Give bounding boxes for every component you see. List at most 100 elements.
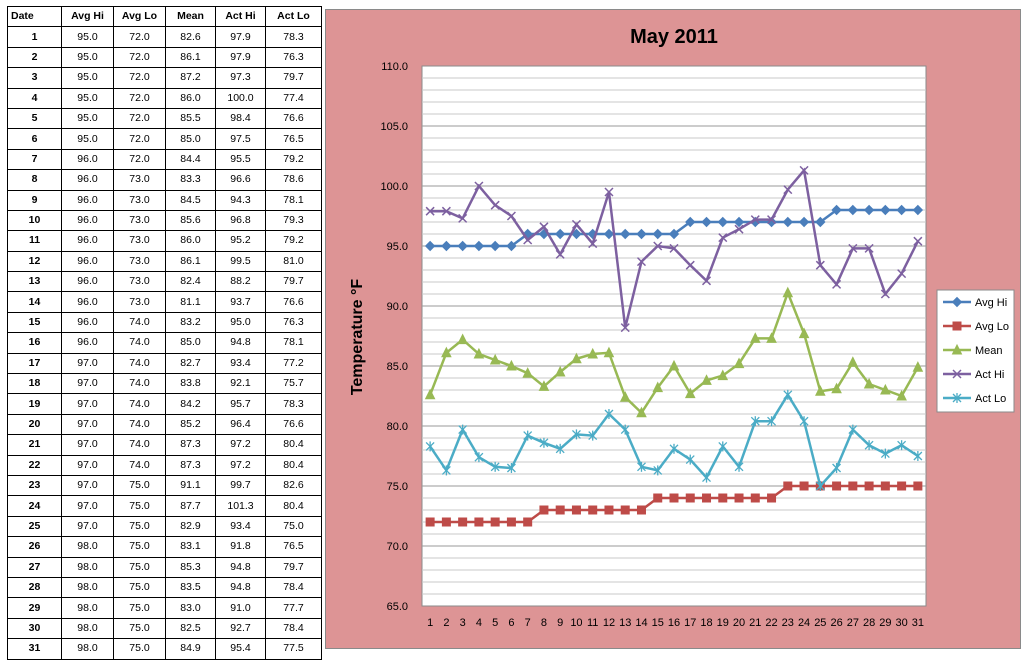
- data-point-mean: [441, 346, 452, 358]
- data-point-act-hi: [718, 233, 728, 243]
- data-point-mean: [619, 391, 631, 402]
- cell-avg-hi: 98.0: [61, 617, 114, 640]
- y-tick-label: 105.0: [380, 121, 408, 133]
- cell-date: 20: [7, 413, 62, 436]
- cell-avg-lo: 74.0: [113, 373, 166, 395]
- y-tick-label: 95.0: [387, 241, 408, 253]
- cell-date: 16: [7, 332, 62, 354]
- cell-act-lo: 76.3: [265, 46, 322, 69]
- x-tick-label: 7: [525, 617, 531, 629]
- cell-date: 19: [7, 393, 62, 415]
- data-point-avg-lo: [474, 517, 484, 527]
- cell-act-lo: 79.3: [265, 209, 322, 232]
- chart-title: May 2011: [630, 26, 718, 48]
- cell-mean: 85.6: [165, 209, 216, 232]
- cell-avg-lo: 74.0: [113, 454, 166, 476]
- cell-mean: 82.6: [165, 26, 216, 48]
- cell-avg-hi: 96.0: [61, 291, 114, 313]
- cell-avg-lo: 74.0: [113, 332, 166, 354]
- cell-avg-hi: 97.0: [61, 495, 114, 517]
- cell-avg-hi: 98.0: [61, 576, 114, 599]
- data-point-mean: [684, 387, 696, 399]
- cell-mean: 83.8: [165, 373, 216, 395]
- data-point-act-hi: [734, 224, 744, 234]
- data-point-act-hi: [669, 243, 679, 253]
- x-tick-label: 13: [619, 617, 631, 629]
- table-row: 25 97.0 75.0 82.9 93.4 75.0: [7, 515, 322, 538]
- data-point-act-lo: [832, 463, 842, 473]
- data-point-avg-lo: [734, 493, 744, 503]
- cell-avg-lo: 74.0: [113, 393, 166, 415]
- cell-act-hi: 97.5: [215, 128, 266, 150]
- data-point-avg-hi: [863, 204, 875, 216]
- cell-mean: 86.1: [165, 46, 216, 69]
- cell-act-hi: 97.9: [215, 46, 266, 69]
- data-point-mean: [717, 369, 729, 381]
- data-point-act-lo: [506, 463, 516, 473]
- data-point-avg-lo: [718, 493, 728, 503]
- legend-marker-act-lo: [952, 393, 962, 403]
- cell-date: 12: [7, 250, 62, 273]
- y-tick-label: 85.0: [387, 361, 408, 373]
- cell-act-hi: 97.9: [215, 26, 266, 48]
- cell-avg-hi: 96.0: [61, 148, 114, 171]
- data-point-act-lo: [783, 389, 793, 400]
- chart-area: May 2011 Temperature °F 65.0 70.0 75.0 80.0…: [325, 9, 1021, 649]
- y-tick-label: 70.0: [387, 541, 408, 553]
- data-point-avg-hi: [620, 228, 631, 240]
- data-point-act-hi: [848, 243, 858, 253]
- cell-mean: 83.3: [165, 169, 216, 191]
- x-tick-label: 15: [652, 617, 664, 629]
- cell-date: 17: [7, 352, 62, 375]
- cell-act-lo: 77.7: [265, 597, 322, 619]
- data-point-act-lo: [620, 424, 630, 435]
- data-point-avg-hi: [668, 228, 680, 240]
- cell-mean: 91.1: [165, 474, 216, 497]
- cell-act-hi: 99.5: [215, 250, 266, 273]
- cell-avg-hi: 97.0: [61, 434, 114, 456]
- cell-act-lo: 76.3: [265, 311, 322, 334]
- cell-avg-lo: 73.0: [113, 189, 166, 211]
- x-tick-label: 4: [476, 617, 482, 629]
- data-point-act-hi: [815, 260, 825, 270]
- cell-avg-hi: 98.0: [61, 536, 114, 558]
- header-avg-lo: Avg Lo: [113, 5, 166, 28]
- data-point-act-hi: [913, 236, 923, 246]
- cell-avg-lo: 74.0: [113, 413, 166, 436]
- cell-avg-hi: 97.0: [61, 393, 114, 415]
- data-point-act-lo: [864, 440, 874, 451]
- data-point-mean: [506, 359, 517, 371]
- data-point-avg-hi: [441, 240, 452, 252]
- data-point-avg-lo: [604, 505, 614, 515]
- cell-avg-lo: 75.0: [113, 515, 166, 538]
- data-point-avg-hi: [636, 228, 647, 240]
- cell-act-lo: 76.6: [265, 413, 322, 436]
- cell-mean: 85.2: [165, 413, 216, 436]
- x-tick-label: 1: [427, 617, 433, 629]
- table-row: 15 96.0 74.0 83.2 95.0 76.3: [7, 311, 322, 334]
- data-point-mean: [733, 357, 745, 369]
- data-point-act-hi: [539, 222, 549, 232]
- cell-act-hi: 95.5: [215, 148, 266, 171]
- legend-label-act-lo: Act Lo: [975, 393, 1006, 405]
- data-point-mean: [424, 388, 436, 400]
- x-tick-label: 17: [684, 617, 696, 629]
- cell-act-lo: 78.1: [265, 332, 322, 354]
- cell-mean: 85.0: [165, 332, 216, 354]
- table-row: 24 97.0 75.0 87.7 101.3 80.4: [7, 495, 322, 517]
- cell-avg-hi: 96.0: [61, 209, 114, 232]
- table-row: 19 97.0 74.0 84.2 95.7 78.3: [7, 393, 322, 415]
- data-point-mean: [603, 346, 615, 358]
- data-point-act-lo: [767, 416, 777, 427]
- x-tick-label: 30: [895, 617, 907, 629]
- data-point-act-hi: [458, 213, 468, 223]
- data-point-mean: [766, 332, 777, 343]
- cell-date: 8: [7, 169, 62, 191]
- cell-avg-hi: 95.0: [61, 128, 114, 150]
- cell-avg-hi: 98.0: [61, 556, 114, 578]
- data-point-act-lo: [880, 448, 890, 459]
- data-point-avg-hi: [717, 216, 728, 228]
- plot-area: 65.070.075.080.085.090.095.0100.0105.011…: [380, 61, 927, 629]
- data-point-act-hi: [897, 269, 907, 279]
- data-point-mean: [847, 356, 859, 367]
